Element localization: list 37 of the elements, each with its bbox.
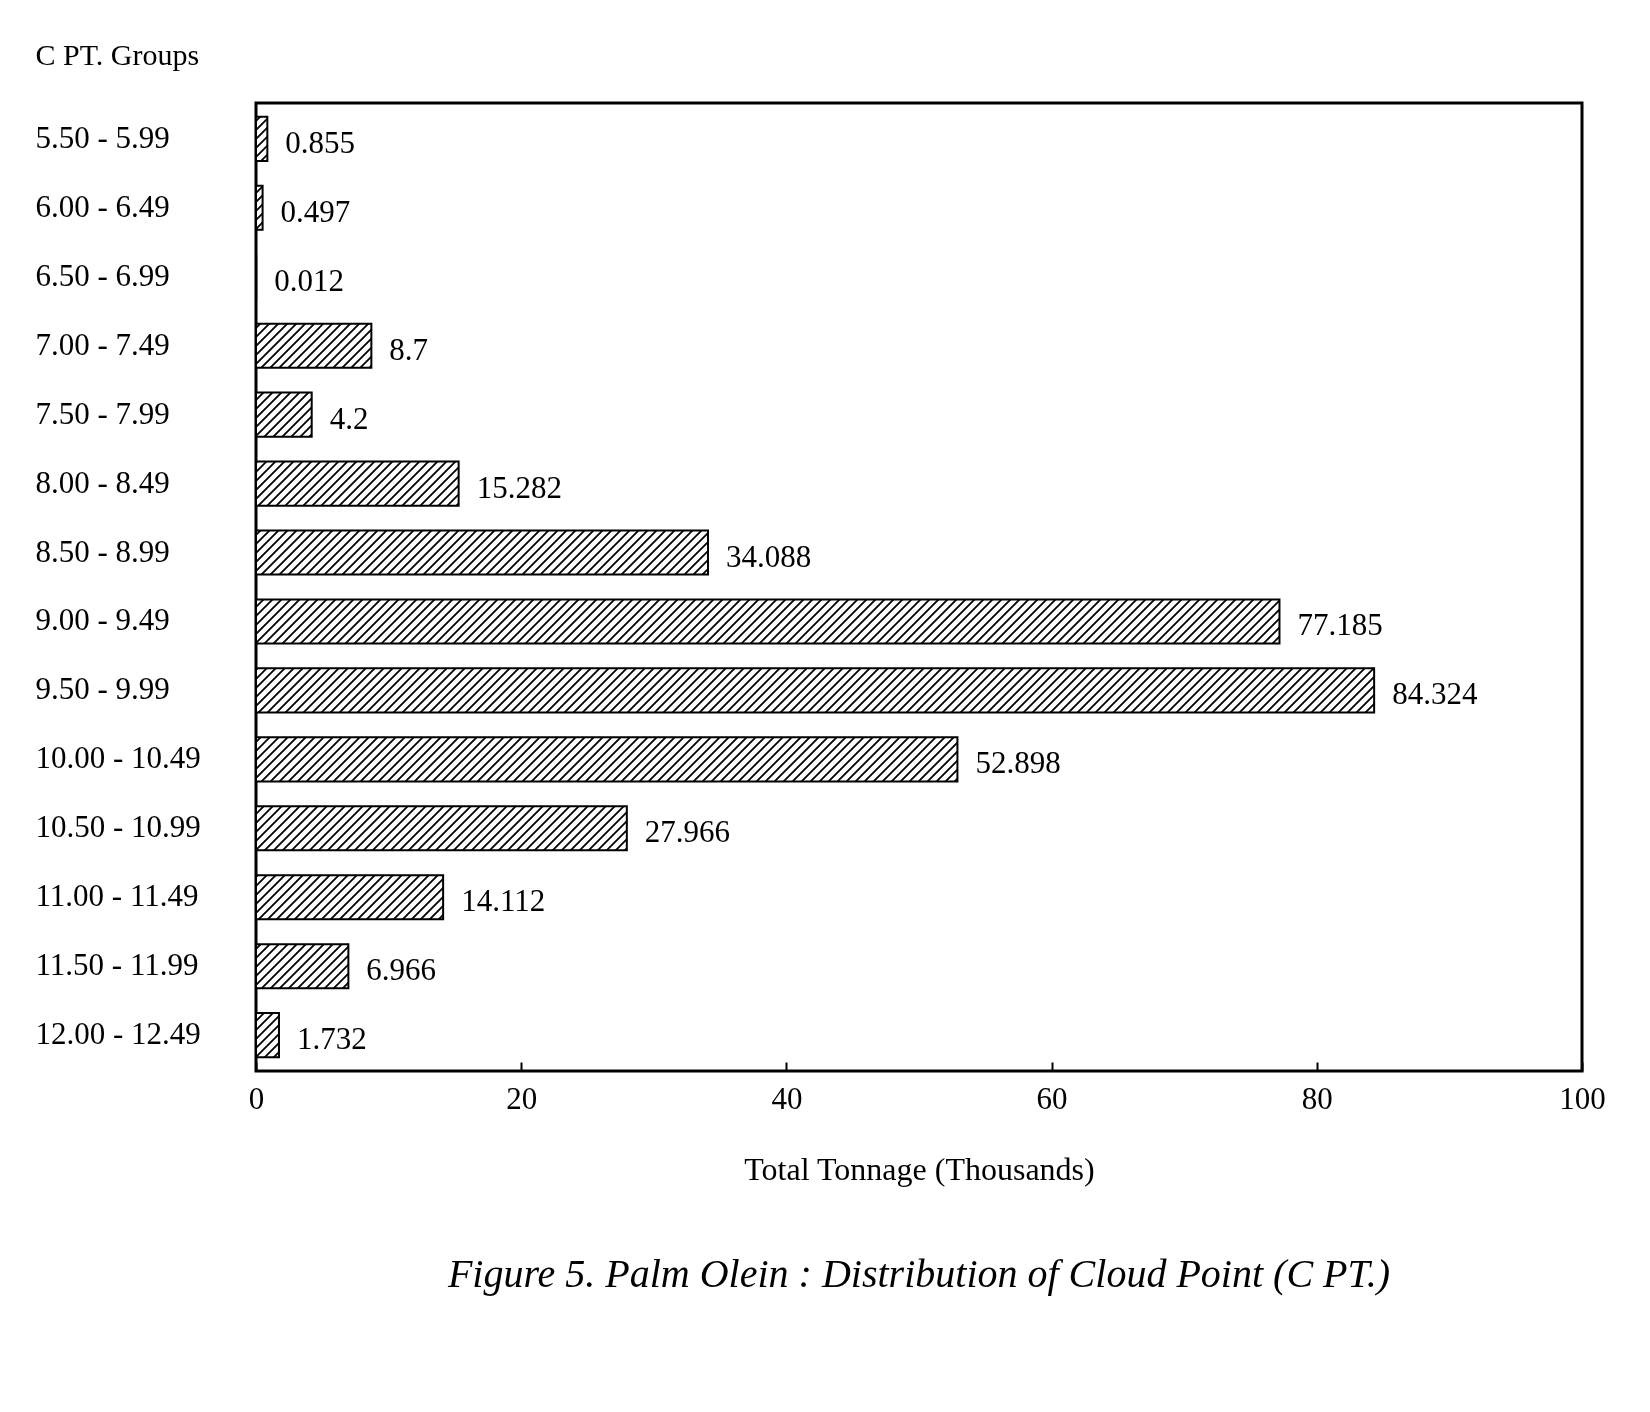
x-tick-label: 0 — [248, 1080, 265, 1116]
y-tick-label: 11.00 - 11.49 — [35, 878, 199, 914]
data-label: 6.966 — [366, 952, 437, 988]
y-tick-label: 6.50 - 6.99 — [35, 257, 170, 293]
y-tick-label: 5.50 - 5.99 — [35, 119, 170, 155]
data-label: 15.282 — [476, 469, 562, 505]
data-label: 0.497 — [280, 193, 351, 229]
y-tick-label: 8.00 - 8.49 — [35, 464, 170, 500]
x-tick-label: 80 — [1301, 1080, 1333, 1116]
data-label: 8.7 — [389, 331, 429, 367]
y-tick-label: 12.00 - 12.49 — [35, 1016, 201, 1052]
text: Figure 5. Palm Olein : Distribution of Cloud Point (C PT.) — [446, 1251, 1391, 1296]
x-tick-label: 100 — [1559, 1080, 1606, 1116]
data-label: 52.898 — [975, 745, 1061, 781]
y-tick-label: 9.50 - 9.99 — [35, 671, 170, 707]
y-tick-label: 6.00 - 6.49 — [35, 188, 170, 224]
y-tick-label: 11.50 - 11.99 — [35, 947, 199, 983]
y-axis-title: C PT. Groups — [35, 37, 200, 71]
data-label: 4.2 — [329, 400, 369, 436]
data-label: 1.732 — [296, 1021, 367, 1057]
y-tick-label: 9.00 - 9.49 — [35, 602, 170, 638]
data-label: 0.855 — [285, 124, 356, 160]
data-label: 0.012 — [274, 262, 344, 298]
y-tick-label: 10.00 - 10.49 — [35, 740, 201, 776]
x-tick-label: 60 — [1036, 1080, 1068, 1116]
data-label: 77.185 — [1297, 607, 1383, 643]
x-axis-title: Total Tonnage (Thousands) — [744, 1150, 1095, 1187]
data-label: 14.112 — [461, 883, 546, 919]
y-tick-label: 7.50 - 7.99 — [35, 395, 170, 431]
y-tick-label: 7.00 - 7.49 — [35, 326, 170, 362]
data-label: 27.966 — [644, 814, 731, 850]
data-label: 84.324 — [1392, 676, 1478, 712]
x-tick-label: 40 — [771, 1080, 803, 1116]
y-tick-label: 10.50 - 10.99 — [35, 809, 201, 845]
data-label: 34.088 — [726, 538, 812, 574]
x-tick-label: 20 — [506, 1080, 538, 1116]
y-tick-label: 8.50 - 8.99 — [35, 533, 170, 569]
